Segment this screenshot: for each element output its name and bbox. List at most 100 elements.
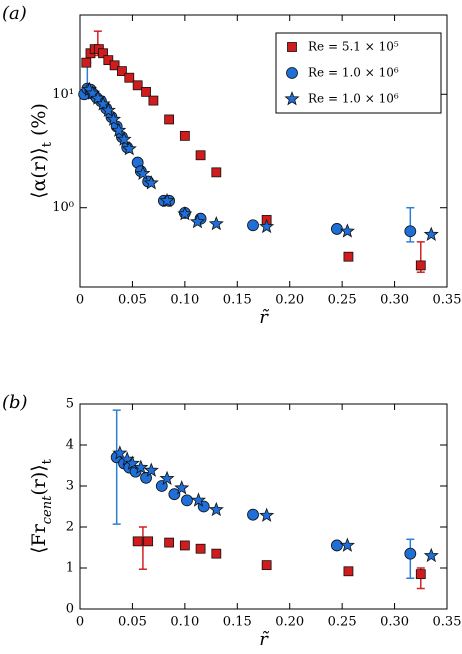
- square-marker: [343, 251, 354, 262]
- x-tick-label: 0.30: [380, 615, 409, 630]
- square-marker: [195, 543, 206, 554]
- circle-marker: [404, 547, 417, 560]
- star-marker: [190, 492, 207, 507]
- y-label-part: cent: [40, 495, 55, 524]
- square-marker: [117, 66, 127, 77]
- plot-frame: [79, 14, 448, 288]
- error-bar: [112, 409, 121, 525]
- square-marker: [211, 167, 222, 178]
- square-marker: [261, 560, 272, 571]
- square-marker: [195, 150, 206, 161]
- y-tick-label: 2: [66, 520, 74, 535]
- star-marker: [112, 445, 128, 460]
- star-marker: [143, 175, 159, 190]
- x-tick-label: 0.15: [223, 293, 252, 308]
- x-axis-label: r̃: [259, 307, 269, 328]
- x-tick-label: 0.35: [433, 615, 462, 630]
- star-marker: [159, 470, 175, 486]
- square-marker: [179, 540, 190, 551]
- star-marker: [121, 140, 137, 156]
- star-marker: [284, 91, 300, 106]
- y-tick-label: 4: [66, 438, 74, 453]
- square-marker: [141, 86, 151, 97]
- y-label-part: t: [40, 141, 55, 147]
- x-tick-label: 0: [76, 615, 84, 630]
- x-tick-label: 0.25: [328, 293, 357, 308]
- square-marker: [211, 548, 222, 559]
- error-bar: [138, 526, 147, 570]
- x-tick-label: 0.10: [170, 293, 199, 308]
- square-marker: [415, 260, 426, 271]
- star-marker: [423, 547, 439, 563]
- y-tick-label: 10⁰: [52, 200, 74, 215]
- x-tick-label: 0.30: [380, 293, 409, 308]
- square-marker: [109, 60, 120, 71]
- star-marker: [259, 507, 275, 522]
- star-marker: [135, 165, 151, 180]
- y-tick-label: 10¹: [52, 87, 74, 102]
- x-tick-label: 0.05: [118, 615, 147, 630]
- star-marker: [174, 480, 190, 495]
- square-marker: [132, 80, 143, 91]
- square-marker: [124, 72, 135, 83]
- circle-marker: [168, 488, 181, 501]
- star-marker: [100, 102, 116, 117]
- star-marker: [95, 96, 111, 111]
- circle-marker: [247, 508, 259, 521]
- star-marker: [259, 218, 275, 234]
- square-marker: [287, 42, 297, 52]
- legend-label: Re = 5.1 × 10⁵: [308, 40, 399, 54]
- square-marker: [164, 537, 175, 548]
- plot-frame: [79, 403, 448, 610]
- y-axis-label: ⟨α(r)⟩t (%): [28, 103, 55, 199]
- star-marker: [189, 213, 205, 229]
- panel-label: (a): [2, 3, 27, 24]
- star-marker: [90, 90, 106, 105]
- legend-box: [275, 32, 442, 114]
- legend-label: Re = 1.0 × 10⁶: [308, 92, 399, 106]
- circle-marker: [404, 225, 417, 238]
- square-marker: [164, 114, 175, 125]
- y-label-part: (%): [28, 103, 50, 142]
- circle-marker: [286, 67, 298, 79]
- square-marker: [132, 536, 143, 547]
- square-marker: [81, 57, 92, 68]
- circle-marker: [247, 219, 259, 232]
- square-marker: [148, 95, 159, 106]
- x-tick-label: 0.20: [275, 615, 304, 630]
- star-marker: [339, 223, 355, 238]
- x-tick-label: 0.20: [275, 293, 304, 308]
- y-tick-label: 1: [66, 561, 74, 576]
- star-marker: [177, 206, 193, 221]
- square-marker: [143, 536, 154, 547]
- square-marker: [98, 48, 108, 59]
- square-marker: [179, 130, 190, 141]
- star-marker: [106, 111, 122, 126]
- y-tick-label: 5: [66, 397, 74, 412]
- x-tick-label: 0.05: [118, 293, 147, 308]
- x-tick-label: 0.15: [223, 615, 252, 630]
- star-marker: [116, 131, 132, 146]
- circle-marker: [181, 494, 193, 507]
- square-marker: [415, 569, 426, 580]
- y-tick-label: 0: [66, 602, 74, 617]
- x-axis-label: r̃: [259, 629, 269, 650]
- star-marker: [208, 501, 224, 517]
- star-marker: [423, 226, 439, 241]
- y-label-part: ⟨Fr: [28, 523, 50, 554]
- circle-marker: [330, 539, 343, 552]
- x-tick-label: 0.35: [433, 293, 462, 308]
- x-tick-label: 0: [76, 293, 84, 308]
- y-label-part: ⟨α(r)⟩: [28, 147, 50, 199]
- square-marker: [103, 55, 114, 66]
- star-marker: [208, 215, 224, 231]
- star-marker: [339, 537, 355, 552]
- panel-label: (b): [2, 392, 28, 413]
- star-marker: [111, 122, 127, 137]
- star-marker: [159, 192, 175, 208]
- star-marker: [124, 455, 140, 470]
- star-marker: [133, 459, 149, 474]
- y-tick-label: 3: [66, 479, 74, 494]
- x-tick-label: 0.25: [328, 615, 357, 630]
